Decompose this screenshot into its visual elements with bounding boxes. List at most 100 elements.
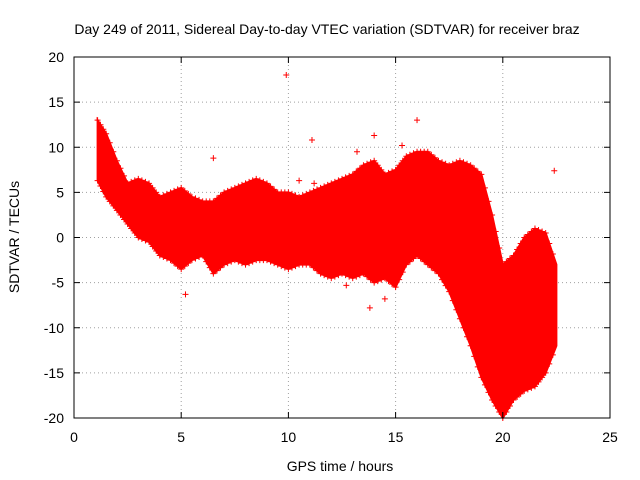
data-point — [396, 276, 403, 283]
data-point — [242, 261, 249, 268]
data-point — [381, 275, 388, 282]
data-point — [506, 402, 513, 409]
data-point — [456, 315, 463, 322]
data-point — [331, 178, 338, 185]
data-point — [478, 374, 485, 381]
data-point — [392, 284, 399, 291]
data-point — [221, 261, 228, 268]
data-point — [288, 264, 295, 271]
data-point — [410, 150, 417, 157]
data-point — [110, 148, 117, 155]
data-point — [346, 172, 353, 179]
data-point — [103, 130, 110, 137]
data-point — [196, 196, 203, 203]
data-point — [313, 186, 320, 193]
data-point — [321, 272, 328, 279]
data-point — [539, 228, 546, 235]
data-point — [192, 195, 199, 202]
data-point — [206, 264, 213, 271]
data-point — [367, 276, 374, 283]
data-point — [521, 234, 528, 241]
outlier-point — [343, 282, 350, 289]
data-point — [149, 184, 156, 191]
data-point — [135, 175, 142, 182]
data-point — [238, 181, 245, 188]
data-point — [521, 387, 528, 394]
data-point — [103, 193, 110, 200]
data-point — [110, 202, 117, 209]
data-point — [392, 166, 399, 173]
outlier-point — [354, 148, 361, 155]
data-point — [94, 177, 101, 184]
data-point — [374, 278, 381, 285]
data-point — [349, 171, 356, 178]
data-point — [367, 159, 374, 166]
data-point — [349, 275, 356, 282]
data-point — [163, 190, 170, 197]
data-point — [403, 261, 410, 268]
data-point — [185, 190, 192, 197]
data-point — [460, 324, 467, 331]
data-point — [503, 258, 510, 265]
data-point — [135, 234, 142, 241]
data-point — [439, 159, 446, 166]
data-point — [249, 177, 256, 184]
data-point — [224, 187, 231, 194]
data-point — [342, 174, 349, 181]
data-point — [464, 333, 471, 340]
data-point — [517, 390, 524, 397]
data-point — [524, 386, 531, 393]
data-point — [471, 165, 478, 172]
data-point — [121, 216, 128, 223]
data-point — [160, 192, 167, 199]
data-point — [167, 189, 174, 196]
data-point — [453, 159, 460, 166]
data-point — [514, 246, 521, 253]
data-point — [385, 169, 392, 176]
data-point — [267, 183, 274, 190]
y-axis-label: SDTVAR / TECUs — [6, 181, 22, 293]
data-point — [331, 273, 338, 280]
data-point — [431, 267, 438, 274]
data-point — [313, 267, 320, 274]
data-point — [128, 225, 135, 232]
data-point — [131, 177, 138, 184]
data-point — [171, 187, 178, 194]
data-point — [142, 237, 149, 244]
outlier-point — [311, 180, 318, 187]
data-point — [328, 180, 335, 187]
x-tick-label: 5 — [177, 429, 185, 445]
data-point — [496, 408, 503, 415]
data-point — [235, 183, 242, 190]
chart-title: Day 249 of 2011, Sidereal Day-to-day VTE… — [74, 21, 579, 37]
data-point — [117, 165, 124, 172]
data-point — [263, 180, 270, 187]
data-point — [467, 162, 474, 169]
x-tick-label: 0 — [70, 429, 78, 445]
data-point — [306, 261, 313, 268]
data-point — [506, 255, 513, 262]
data-point — [499, 261, 506, 268]
data-point — [210, 198, 217, 205]
outlier-point — [414, 117, 421, 124]
data-point — [160, 254, 167, 261]
data-point — [153, 189, 160, 196]
data-point — [224, 260, 231, 267]
data-points — [94, 72, 558, 421]
data-point — [481, 381, 488, 388]
x-tick-label: 20 — [495, 429, 511, 445]
data-point — [228, 186, 235, 193]
data-point — [474, 363, 481, 370]
data-point — [389, 168, 396, 175]
outlier-point — [399, 142, 406, 149]
data-point — [231, 184, 238, 191]
data-point — [353, 273, 360, 280]
data-point — [364, 160, 371, 167]
data-point — [292, 263, 299, 270]
y-tick-label: -5 — [52, 275, 65, 291]
outlier-point — [210, 155, 217, 162]
data-point — [199, 252, 206, 259]
outlier-point — [366, 304, 373, 311]
data-point — [167, 257, 174, 264]
data-point — [431, 154, 438, 161]
